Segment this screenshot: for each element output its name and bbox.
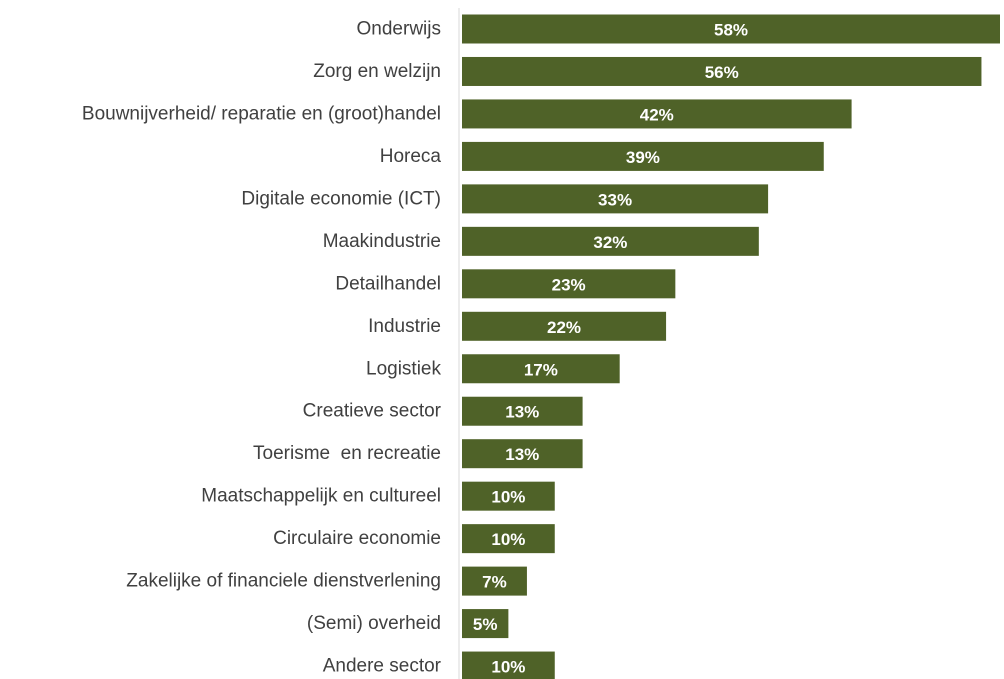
bar <box>462 14 1000 44</box>
data-label: 32% <box>593 233 627 252</box>
category-label: Andere sector <box>323 656 442 677</box>
category-label: Zorg en welzijn <box>313 61 441 82</box>
bar <box>462 226 759 256</box>
category-label: (Semi) overheid <box>307 613 441 634</box>
data-label: 58% <box>714 21 748 40</box>
bar <box>462 481 555 511</box>
bar <box>462 396 583 426</box>
data-label: 5% <box>473 615 498 634</box>
bar <box>462 269 676 299</box>
category-labels: Onderwijs Zorg en welzijn Bouwnijverheid/ … <box>82 19 442 677</box>
data-label: 7% <box>482 573 507 592</box>
category-label: Toerisme en recreatie <box>253 443 441 464</box>
data-label: 23% <box>552 275 586 294</box>
category-label: Digitale economie (ICT) <box>241 188 441 209</box>
category-label: Onderwijs <box>357 19 441 40</box>
data-label: 10% <box>491 530 525 549</box>
data-label: 42% <box>640 105 674 124</box>
bar <box>462 184 769 214</box>
data-label: 13% <box>505 445 539 464</box>
data-label: 17% <box>524 360 558 379</box>
category-label: Circulaire economie <box>273 528 441 549</box>
bar <box>462 311 667 341</box>
category-label: Industrie <box>368 316 441 337</box>
bar <box>462 524 555 554</box>
data-label: 13% <box>505 403 539 422</box>
category-label: Logistiek <box>366 358 441 379</box>
bar <box>462 99 852 129</box>
bar <box>462 651 555 679</box>
bars-layer <box>462 14 1000 679</box>
bar <box>462 566 527 596</box>
category-label: Detailhandel <box>335 273 441 294</box>
category-label: Bouwnijverheid/ reparatie en (groot)hand… <box>82 103 441 124</box>
bar <box>462 354 620 384</box>
category-label: Zakelijke of financiele dienstverlening <box>126 571 441 592</box>
bar <box>462 56 982 86</box>
category-label: Maatschappelijk en cultureel <box>201 486 441 507</box>
bar <box>462 609 509 639</box>
category-label: Horeca <box>380 146 442 167</box>
bar <box>462 439 583 469</box>
category-label: Maakindustrie <box>323 231 441 252</box>
data-label: 22% <box>547 318 581 337</box>
data-label: 33% <box>598 190 632 209</box>
data-label: 10% <box>491 658 525 677</box>
category-label: Creatieve sector <box>303 401 442 422</box>
data-label: 56% <box>705 63 739 82</box>
data-labels: 58% 56% 42% 39% 33% 32% 23% 22% 17% 13% 13% 10% 10% 7… <box>473 21 748 677</box>
data-label: 10% <box>491 488 525 507</box>
data-label: 39% <box>626 148 660 167</box>
bar <box>462 141 824 171</box>
